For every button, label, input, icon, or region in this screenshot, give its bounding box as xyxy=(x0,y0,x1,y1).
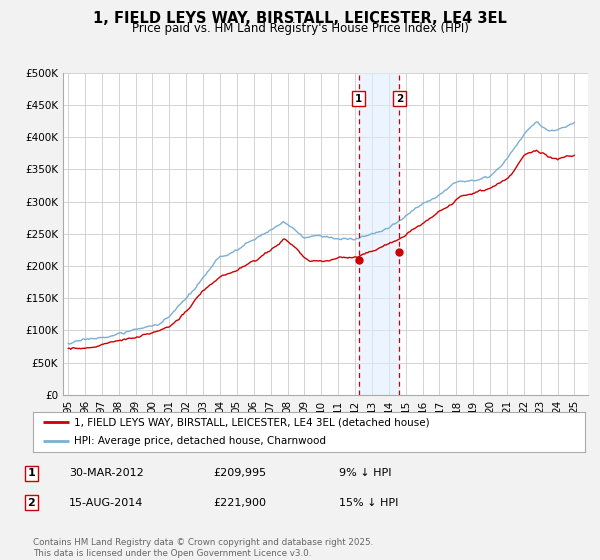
Text: £209,995: £209,995 xyxy=(213,468,266,478)
Text: 1, FIELD LEYS WAY, BIRSTALL, LEICESTER, LE4 3EL: 1, FIELD LEYS WAY, BIRSTALL, LEICESTER, … xyxy=(93,11,507,26)
Text: 1, FIELD LEYS WAY, BIRSTALL, LEICESTER, LE4 3EL (detached house): 1, FIELD LEYS WAY, BIRSTALL, LEICESTER, … xyxy=(74,418,430,427)
Text: 2: 2 xyxy=(395,94,403,104)
Text: HPI: Average price, detached house, Charnwood: HPI: Average price, detached house, Char… xyxy=(74,436,326,446)
Text: 2: 2 xyxy=(28,498,35,508)
Bar xyxy=(359,73,399,395)
Text: 1: 1 xyxy=(28,468,35,478)
Text: 9% ↓ HPI: 9% ↓ HPI xyxy=(339,468,391,478)
Text: 15-AUG-2014: 15-AUG-2014 xyxy=(69,498,143,508)
Text: Price paid vs. HM Land Registry's House Price Index (HPI): Price paid vs. HM Land Registry's House … xyxy=(131,22,469,35)
Text: £221,900: £221,900 xyxy=(213,498,266,508)
Text: Contains HM Land Registry data © Crown copyright and database right 2025.
This d: Contains HM Land Registry data © Crown c… xyxy=(33,538,373,558)
Text: 15% ↓ HPI: 15% ↓ HPI xyxy=(339,498,398,508)
Text: 1: 1 xyxy=(355,94,362,104)
Text: 30-MAR-2012: 30-MAR-2012 xyxy=(69,468,144,478)
